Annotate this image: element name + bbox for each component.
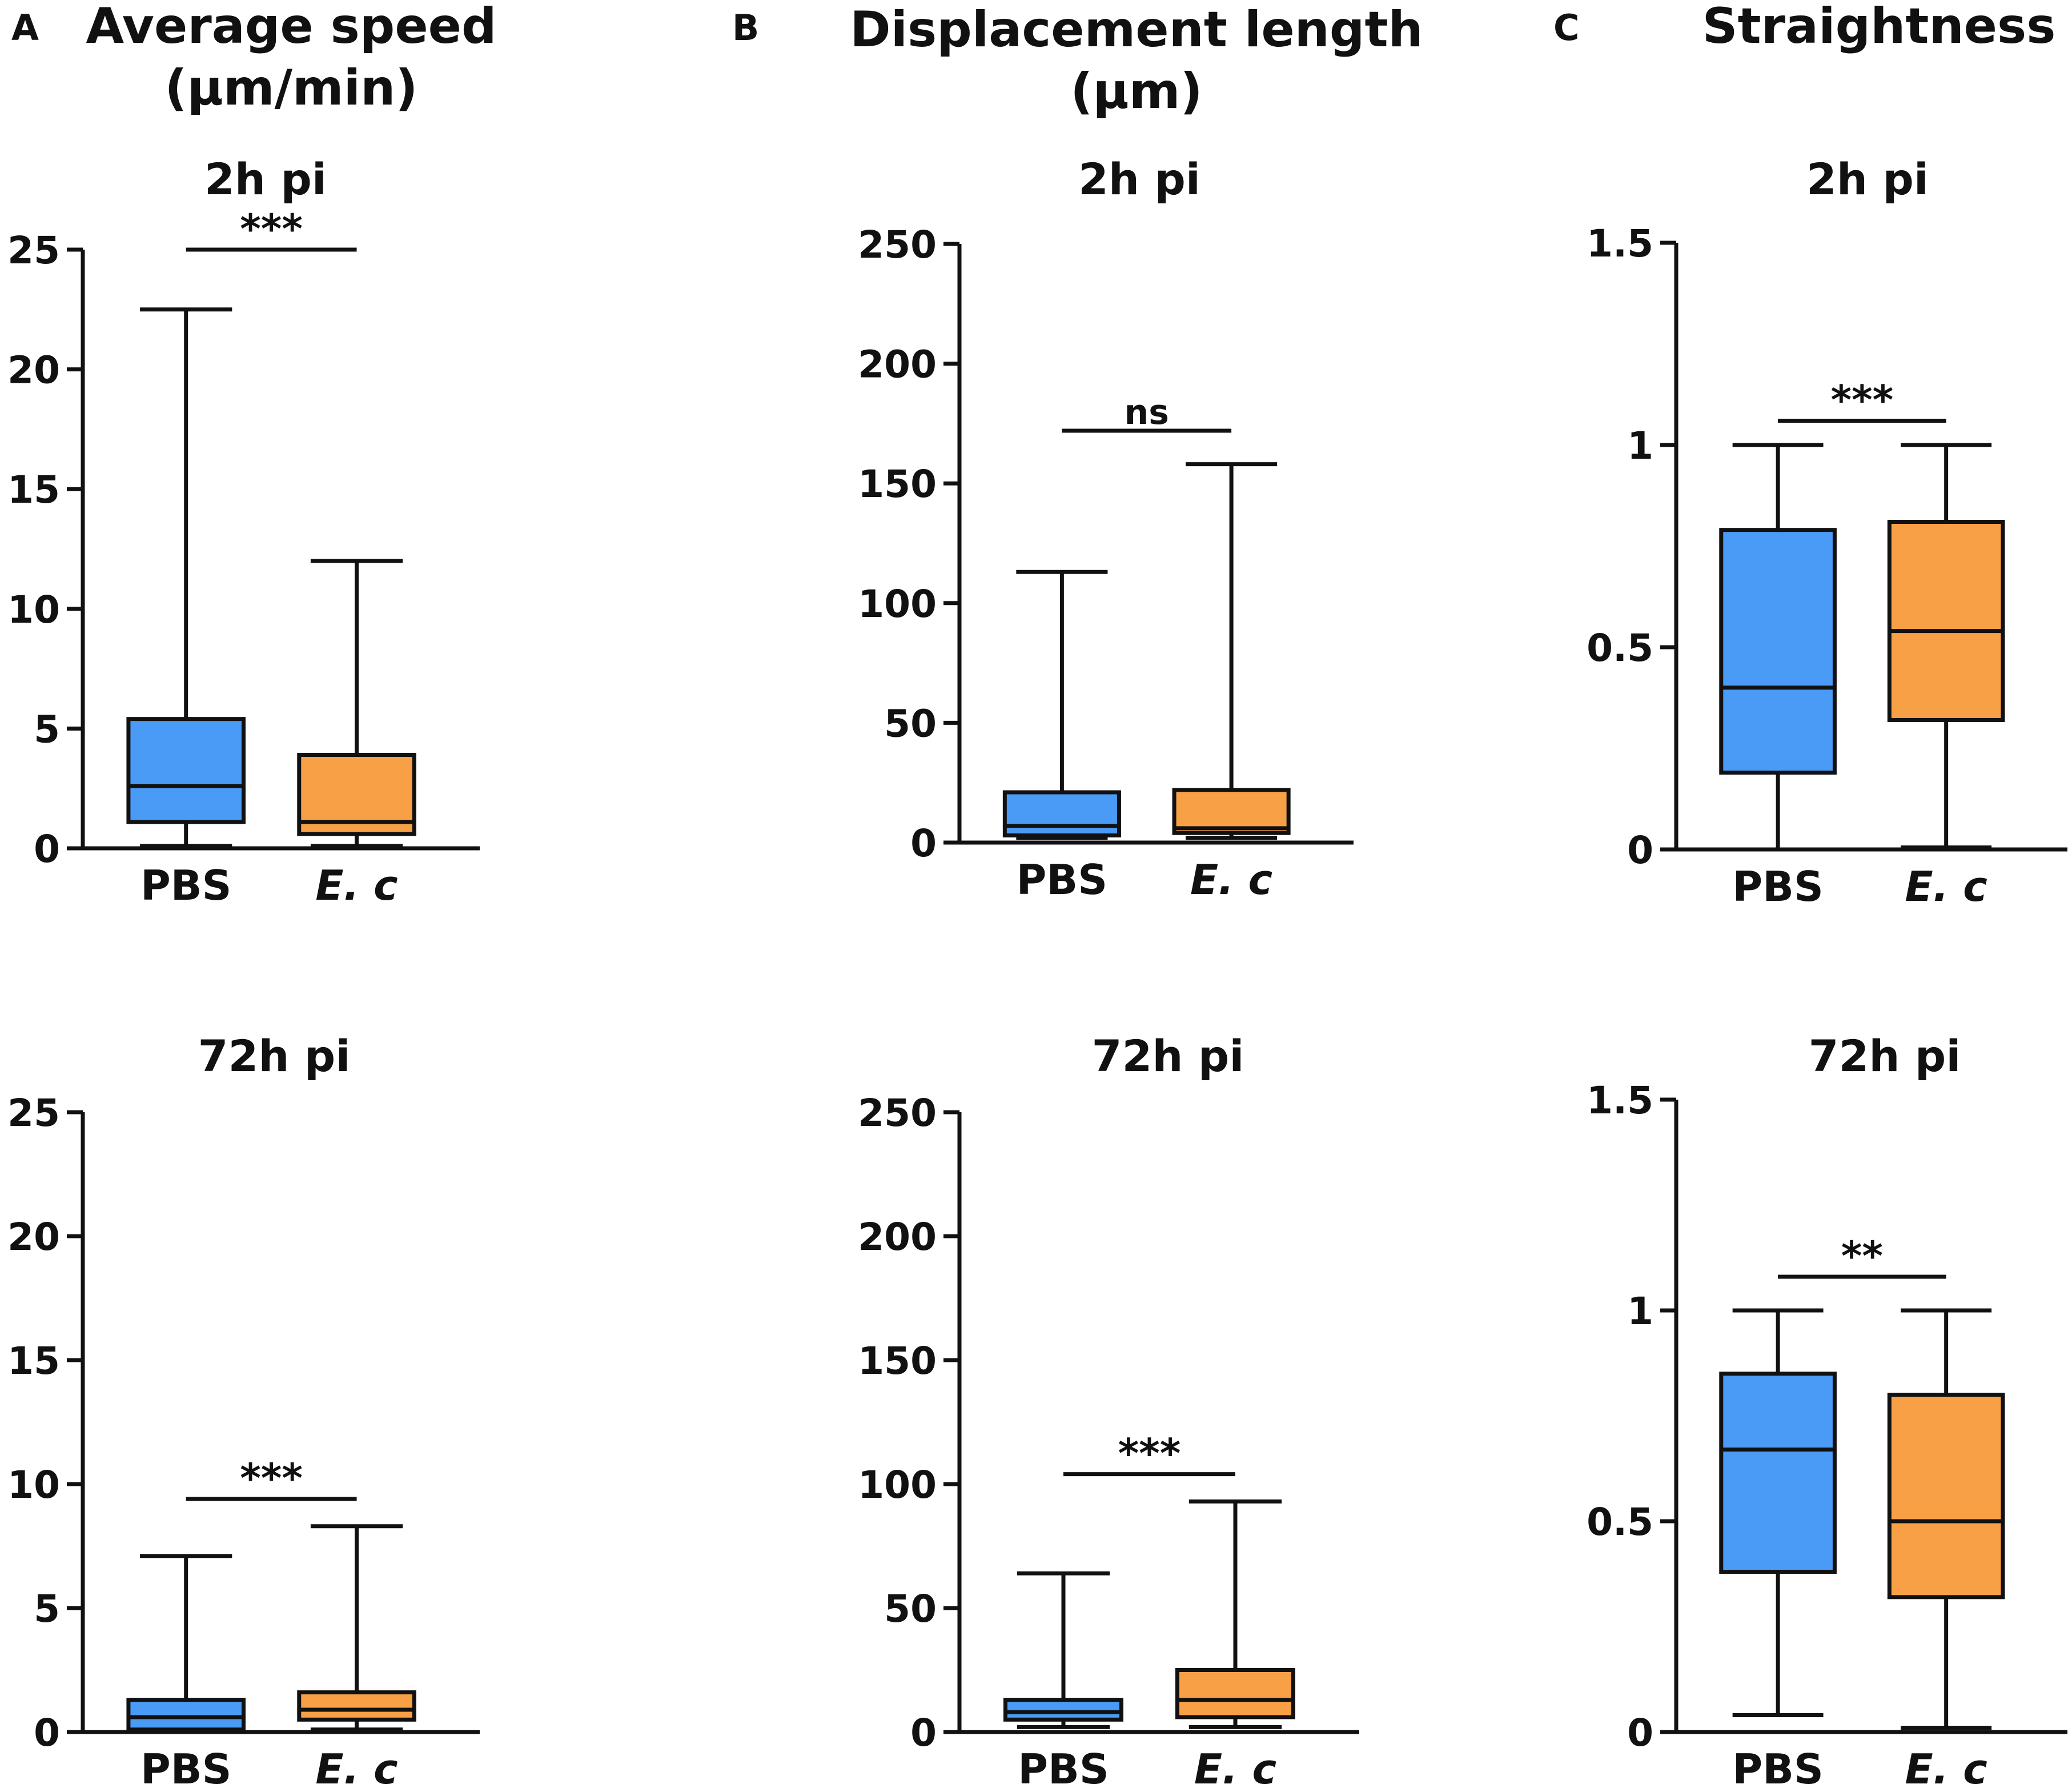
y-tick-label: 1.5 xyxy=(1587,222,1653,266)
y-tick-label: 25 xyxy=(7,228,60,272)
panel-a-title-line1: Average speed xyxy=(86,0,497,55)
panel-a-title: Average speed (µm/min) xyxy=(46,0,537,119)
box-ec xyxy=(1887,520,2005,722)
x-category-label: E. c xyxy=(1905,863,1987,911)
y-tick-label: 250 xyxy=(858,1091,937,1135)
panel-b-title: Displacement length (µm) xyxy=(822,0,1451,122)
box-ec xyxy=(1887,1393,2005,1599)
box-pbs xyxy=(126,717,246,824)
y-tick-label: 0.5 xyxy=(1587,626,1653,670)
y-tick-label: 0 xyxy=(1627,828,1653,872)
significance-label: *** xyxy=(240,1455,303,1502)
panel-letter-c: C xyxy=(1553,7,1580,49)
y-tick-label: 10 xyxy=(7,588,60,632)
chart-title: 2h pi xyxy=(204,154,327,205)
chart-title: 2h pi xyxy=(1078,154,1200,205)
y-tick-label: 100 xyxy=(858,582,937,626)
chart-title: 72h pi xyxy=(1809,1031,1961,1081)
x-category-label: PBS xyxy=(1732,1745,1824,1792)
box-pbs xyxy=(1719,1372,1837,1574)
box-pbs xyxy=(1719,528,1837,775)
y-tick-label: 150 xyxy=(858,1339,937,1383)
y-tick-label: 250 xyxy=(858,223,937,267)
y-tick-label: 1 xyxy=(1627,424,1653,468)
y-tick-label: 200 xyxy=(858,1215,937,1259)
x-category-label: E. c xyxy=(1905,1745,1987,1792)
y-tick-label: 20 xyxy=(7,1215,60,1259)
y-tick-label: 0 xyxy=(1627,1711,1653,1755)
x-category-label: E. c xyxy=(315,1745,397,1792)
y-tick-label: 0 xyxy=(910,821,937,865)
y-tick-label: 15 xyxy=(7,468,60,512)
y-tick-label: 1.5 xyxy=(1587,1079,1653,1122)
box-ec xyxy=(1175,1668,1295,1719)
x-category-label: PBS xyxy=(140,861,232,909)
panel-b-title-line2: (µm) xyxy=(1070,63,1203,120)
y-tick-label: 0.5 xyxy=(1587,1500,1653,1544)
panel-letter-b: B xyxy=(732,7,760,49)
box-ec xyxy=(297,1690,416,1722)
y-tick-label: 15 xyxy=(7,1339,60,1383)
panel-a-title-line2: (µm/min) xyxy=(164,59,418,117)
chart-title: 2h pi xyxy=(1806,154,1929,205)
significance-label: ns xyxy=(1125,392,1169,432)
y-tick-label: 1 xyxy=(1627,1289,1653,1333)
chart-title: 72h pi xyxy=(1092,1031,1244,1081)
y-tick-label: 0 xyxy=(910,1711,937,1755)
panel-letter-a: A xyxy=(11,7,39,49)
y-tick-label: 5 xyxy=(34,707,60,751)
panel-c-title-line1: Straightness xyxy=(1702,0,2056,55)
x-category-label: PBS xyxy=(1018,1745,1109,1792)
y-tick-label: 100 xyxy=(858,1463,937,1507)
x-category-label: E. c xyxy=(315,861,397,909)
panel-c-title: Straightness xyxy=(1656,0,2072,57)
y-tick-label: 50 xyxy=(884,1587,937,1631)
y-tick-label: 5 xyxy=(34,1587,60,1631)
box-ec xyxy=(1172,788,1291,835)
box-pbs xyxy=(126,1698,246,1732)
significance-label: *** xyxy=(1118,1430,1181,1477)
x-category-label: PBS xyxy=(1732,863,1824,911)
x-category-label: E. c xyxy=(1194,1745,1276,1792)
significance-label: *** xyxy=(240,206,303,252)
x-category-label: PBS xyxy=(140,1745,232,1792)
y-tick-label: 10 xyxy=(7,1463,60,1507)
panel-b-title-line1: Displacement length xyxy=(850,1,1423,58)
box-pbs xyxy=(1002,790,1121,837)
significance-label: *** xyxy=(1830,377,1893,424)
y-tick-label: 25 xyxy=(7,1091,60,1135)
y-tick-label: 150 xyxy=(858,462,937,506)
y-tick-label: 200 xyxy=(858,343,937,387)
y-tick-label: 20 xyxy=(7,348,60,392)
x-category-label: E. c xyxy=(1190,856,1272,904)
box-pbs xyxy=(1003,1698,1123,1722)
x-category-label: PBS xyxy=(1017,856,1108,904)
y-tick-label: 50 xyxy=(884,701,937,745)
chart-title: 72h pi xyxy=(198,1031,351,1081)
y-tick-label: 0 xyxy=(34,1711,60,1755)
significance-label: ** xyxy=(1841,1233,1883,1280)
y-tick-label: 0 xyxy=(34,827,60,871)
